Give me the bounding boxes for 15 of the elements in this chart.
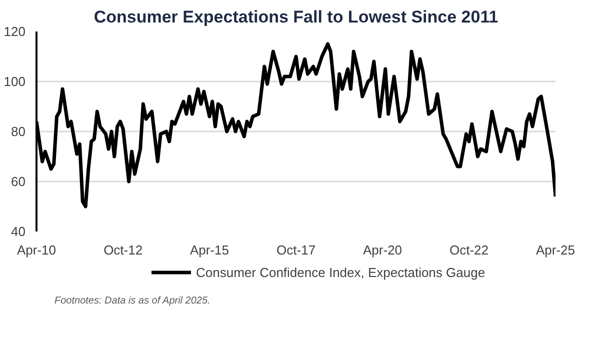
x-tick-label: Apr-15 [190,242,229,258]
x-tick-label: Apr-10 [16,242,56,258]
y-tick-label: 60 [11,174,26,189]
y-tick-label: 40 [11,224,26,239]
y-tick-label: 80 [11,124,26,139]
text: Footnotes: Data is as of April 2025. [54,296,210,306]
x-tick-label: Apr-20 [363,242,402,258]
x-tick-label: Oct-12 [104,242,143,258]
x-tick-label: Oct-17 [276,242,316,258]
x-tick-label: Oct-22 [450,242,489,258]
x-tick-label: Apr-25 [536,242,576,258]
y-tick-label: 120 [4,24,26,39]
y-tick-label: 100 [4,74,26,89]
legend-label: Consumer Confidence Index, Expectations Gauge [196,264,486,280]
chart-title: Consumer Expectations Fall to Lowest Since 2011 [94,8,498,26]
